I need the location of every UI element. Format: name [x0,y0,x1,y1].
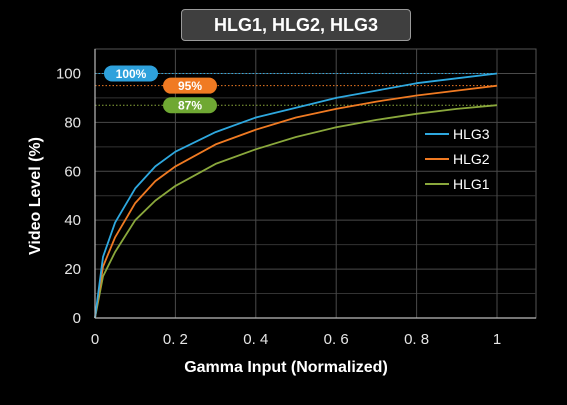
x-tick-label: 0 [91,331,99,348]
series-lines [94,72,498,319]
y-tick-label: 60 [64,163,81,180]
legend-label: HLG1 [453,176,490,192]
peak-label-hlg3: 100% [104,65,158,82]
series-line-hlg3 [94,72,498,319]
x-tick-label: 0. 8 [404,331,429,348]
peak-pill-text: 100% [116,67,147,81]
legend-item-hlg3: HLG3 [425,126,490,142]
y-tick-label: 100 [56,65,81,82]
peak-pill [163,97,217,114]
y-tick-label: 80 [64,114,81,131]
y-axis-title: Video Level (%) [27,137,44,255]
peak-pill [163,77,217,94]
series-line-hlg2 [94,84,498,319]
x-tick-label: 0. 2 [163,331,188,348]
peak-pill [104,65,158,82]
legend-item-hlg1: HLG1 [425,176,490,192]
legend: HLG3 HLG2 HLG1 [425,126,490,192]
peak-labels: 100% 95% 87% [104,65,217,114]
legend-label: HLG3 [453,126,490,142]
peak-pill-text: 87% [178,99,202,113]
x-tick-label: 0. 6 [324,331,349,348]
peak-pill-text: 95% [178,79,202,93]
chart-title: HLG1, HLG2, HLG3 [181,9,411,41]
y-tick-label: 40 [64,212,81,229]
legend-item-hlg2: HLG2 [425,151,490,167]
peak-label-hlg2: 95% [163,77,217,94]
peak-label-hlg1: 87% [163,97,217,114]
legend-label: HLG2 [453,151,490,167]
series-line-hlg1 [94,104,498,319]
y-tick-label: 20 [64,261,81,278]
x-tick-label: 1 [493,331,501,348]
peak-reference-lines [95,72,497,106]
x-axis-title: Gamma Input (Normalized) [184,359,388,376]
x-tick-label: 0. 4 [243,331,268,348]
y-tick-label: 0 [73,310,81,327]
axes: 0 20 40 60 80 100 0 0. 2 0. 4 0. 6 0. 8 1 [56,49,536,348]
